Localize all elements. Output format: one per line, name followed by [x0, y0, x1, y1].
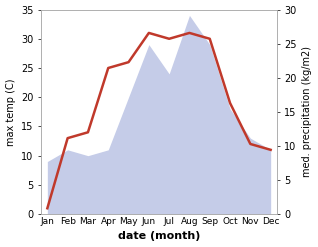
Y-axis label: max temp (C): max temp (C) [5, 78, 16, 145]
Y-axis label: med. precipitation (kg/m2): med. precipitation (kg/m2) [302, 46, 313, 177]
X-axis label: date (month): date (month) [118, 231, 200, 242]
